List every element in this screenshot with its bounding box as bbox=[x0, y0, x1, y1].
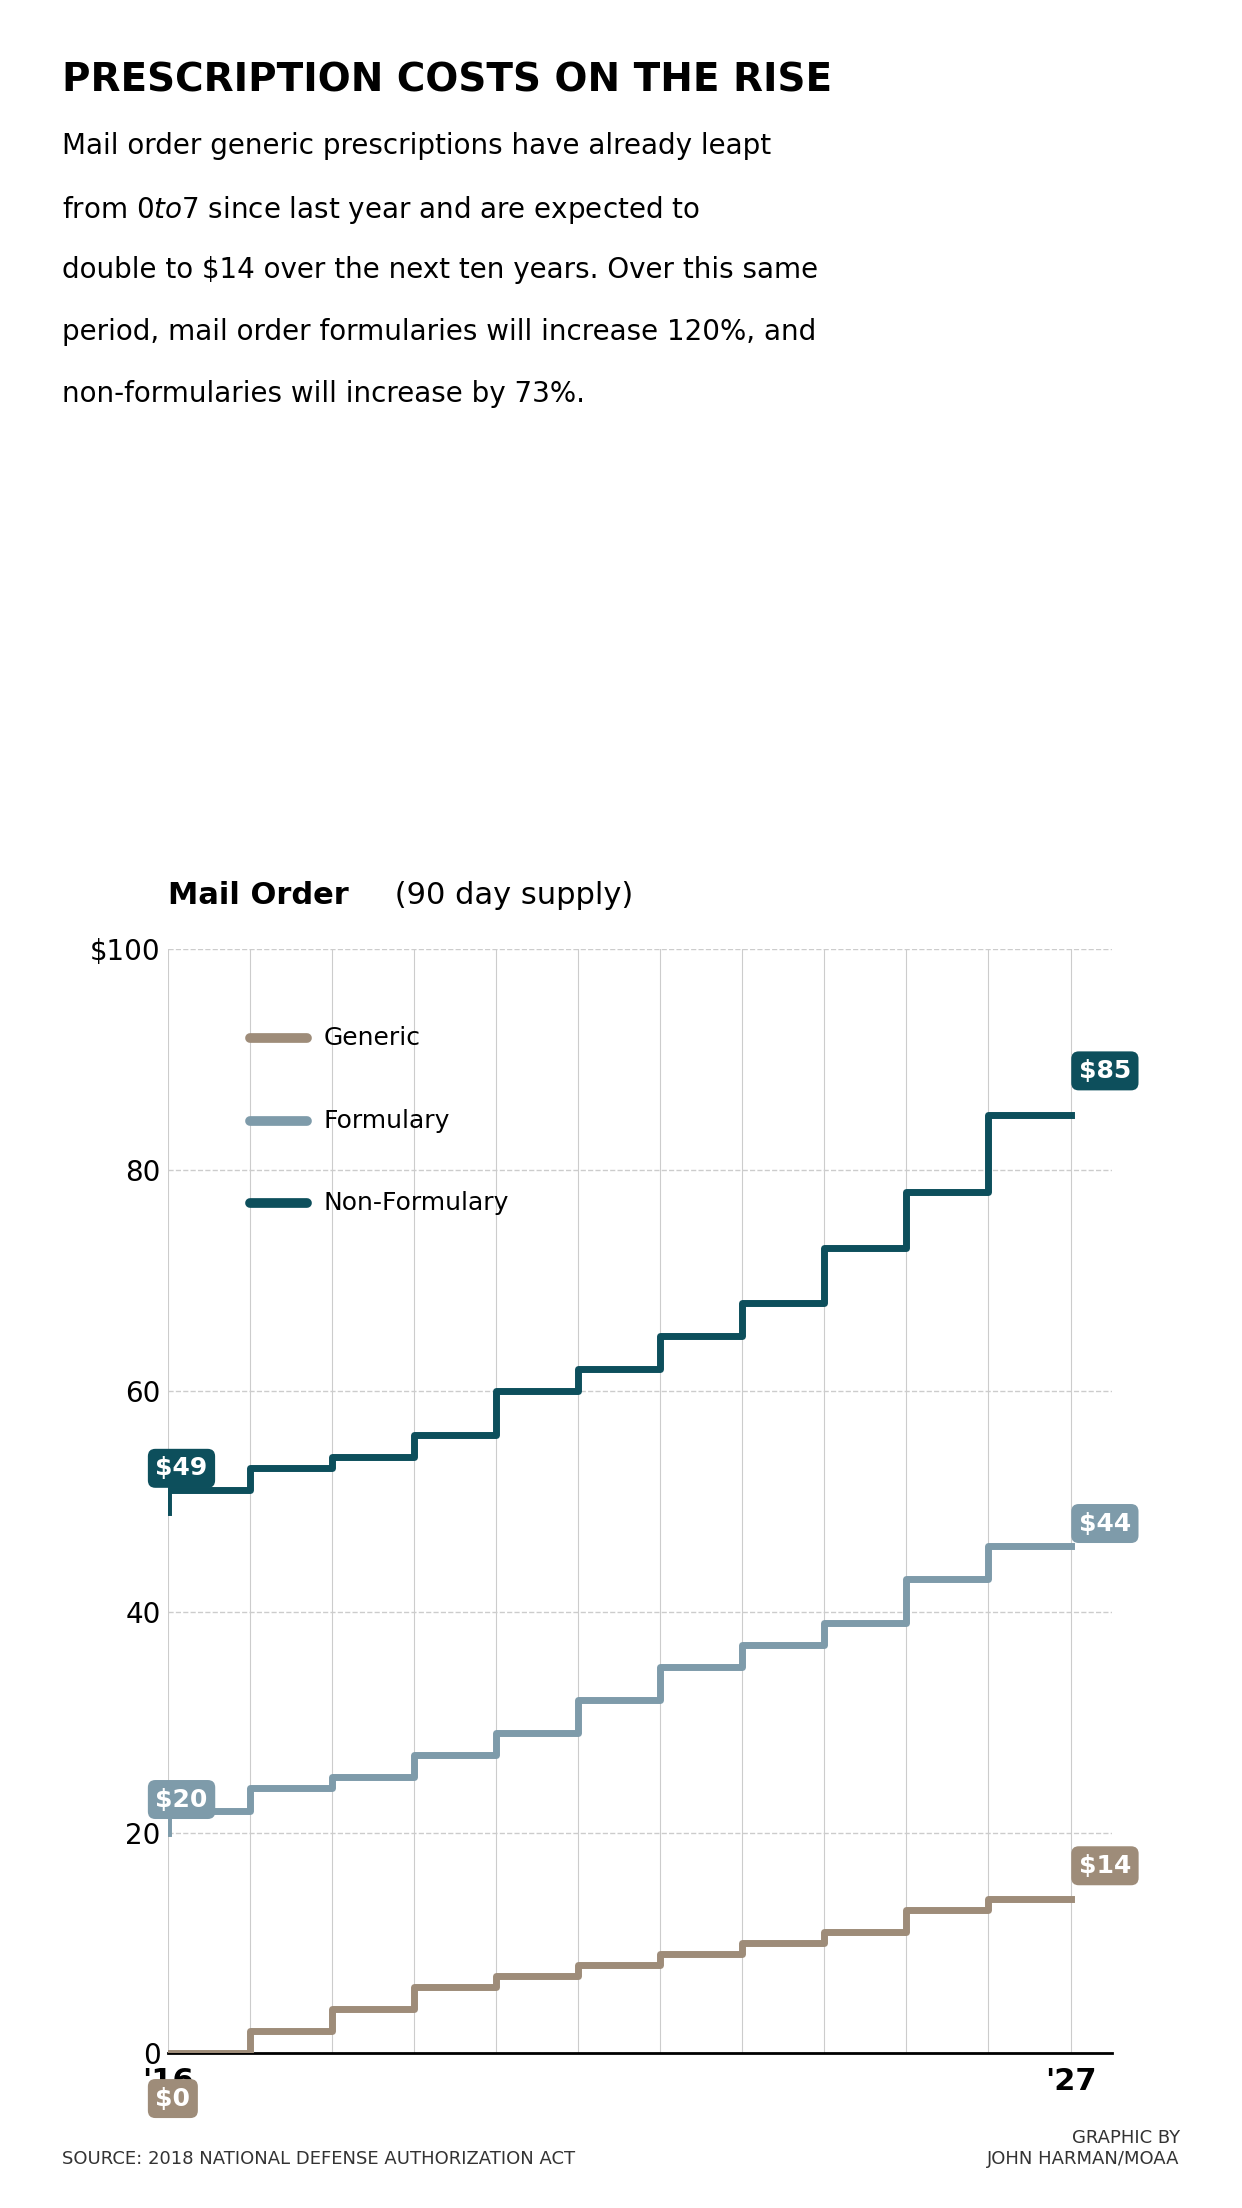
Text: Mail order generic prescriptions have already leapt: Mail order generic prescriptions have al… bbox=[62, 132, 771, 161]
Text: $14: $14 bbox=[1079, 1855, 1131, 1877]
Text: GRAPHIC BY
JOHN HARMAN/MOAA: GRAPHIC BY JOHN HARMAN/MOAA bbox=[987, 2129, 1180, 2168]
Text: Generic: Generic bbox=[324, 1027, 421, 1049]
Text: from $0 to $7 since last year and are expected to: from $0 to $7 since last year and are ex… bbox=[62, 194, 700, 225]
Text: $20: $20 bbox=[155, 1788, 207, 1811]
Text: (90 day supply): (90 day supply) bbox=[385, 881, 633, 910]
Text: period, mail order formularies will increase 120%, and: period, mail order formularies will incr… bbox=[62, 318, 816, 347]
Text: Formulary: Formulary bbox=[324, 1108, 450, 1133]
Text: PRESCRIPTION COSTS ON THE RISE: PRESCRIPTION COSTS ON THE RISE bbox=[62, 62, 832, 99]
Text: non-formularies will increase by 73%.: non-formularies will increase by 73%. bbox=[62, 380, 585, 408]
Text: double to $14 over the next ten years. Over this same: double to $14 over the next ten years. O… bbox=[62, 256, 818, 285]
Text: $0: $0 bbox=[155, 2087, 190, 2111]
Text: $85: $85 bbox=[1079, 1060, 1131, 1082]
Text: Mail Order: Mail Order bbox=[168, 881, 349, 910]
Text: SOURCE: 2018 NATIONAL DEFENSE AUTHORIZATION ACT: SOURCE: 2018 NATIONAL DEFENSE AUTHORIZAT… bbox=[62, 2151, 575, 2168]
Text: Non-Formulary: Non-Formulary bbox=[324, 1192, 509, 1214]
Text: $49: $49 bbox=[155, 1457, 207, 1479]
Text: $44: $44 bbox=[1079, 1512, 1131, 1535]
